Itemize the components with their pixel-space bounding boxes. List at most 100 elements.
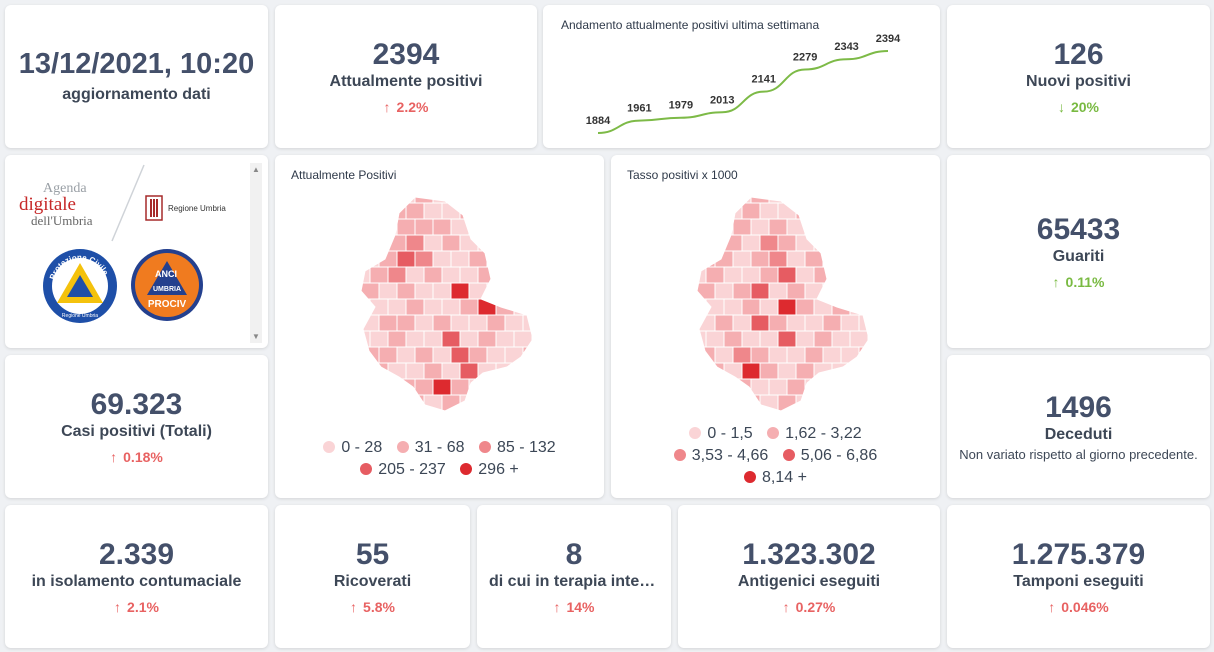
municipality-cell[interactable] (459, 266, 479, 284)
municipality-cell[interactable] (459, 298, 479, 316)
municipality-cell[interactable] (450, 314, 470, 332)
municipality-cell[interactable] (352, 298, 371, 316)
municipality-cell[interactable] (625, 379, 643, 395)
municipality-cell[interactable] (387, 362, 407, 380)
municipality-cell[interactable] (531, 202, 550, 220)
municipality-cell[interactable] (477, 202, 497, 220)
municipality-cell[interactable] (369, 298, 389, 316)
municipality-cell[interactable] (831, 330, 851, 348)
municipality-cell[interactable] (741, 394, 761, 411)
municipality-cell[interactable] (531, 266, 550, 284)
municipality-cell[interactable] (275, 203, 280, 219)
municipality-cell[interactable] (697, 282, 716, 300)
municipality-cell[interactable] (688, 234, 707, 252)
municipality-cell[interactable] (334, 299, 352, 315)
municipality-cell[interactable] (643, 251, 661, 267)
municipality-cell[interactable] (513, 234, 533, 252)
municipality-cell[interactable] (804, 378, 824, 396)
municipality-cell[interactable] (670, 267, 688, 283)
municipality-cell[interactable] (840, 282, 860, 300)
municipality-cell[interactable] (611, 283, 625, 299)
municipality-cell[interactable] (714, 250, 734, 268)
municipality-cell[interactable] (661, 251, 679, 267)
municipality-cell[interactable] (432, 346, 452, 364)
municipality-cell[interactable] (504, 314, 524, 332)
municipality-cell[interactable] (840, 314, 860, 332)
municipality-cell[interactable] (849, 234, 869, 252)
municipality-cell[interactable] (298, 363, 316, 379)
municipality-cell[interactable] (768, 346, 788, 364)
municipality-cell[interactable] (405, 330, 425, 348)
municipality-cell[interactable] (723, 394, 743, 411)
municipality-cell[interactable] (643, 379, 661, 395)
municipality-cell[interactable] (316, 299, 334, 315)
municipality-cell[interactable] (325, 411, 343, 427)
municipality-cell[interactable] (486, 187, 506, 204)
municipality-cell[interactable] (652, 299, 670, 315)
municipality-cell[interactable] (289, 411, 307, 427)
municipality-cell[interactable] (352, 394, 371, 411)
municipality-cell[interactable] (459, 362, 479, 380)
municipality-cell[interactable] (688, 298, 707, 316)
municipality-cell[interactable] (670, 331, 688, 347)
municipality-cell[interactable] (849, 298, 869, 316)
municipality-cell[interactable] (369, 362, 389, 380)
municipality-cell[interactable] (723, 362, 743, 380)
municipality-cell[interactable] (688, 362, 707, 380)
municipality-cell[interactable] (714, 346, 734, 364)
municipality-cell[interactable] (468, 410, 488, 427)
municipality-cell[interactable] (679, 187, 698, 204)
municipality-cell[interactable] (307, 219, 325, 235)
municipality-cell[interactable] (343, 346, 362, 364)
municipality-cell[interactable] (777, 362, 797, 380)
municipality-cell[interactable] (307, 411, 325, 427)
municipality-cell[interactable] (661, 315, 679, 331)
municipality-cell[interactable] (679, 346, 698, 364)
municipality-cell[interactable] (822, 282, 842, 300)
municipality-cell[interactable] (423, 234, 443, 252)
municipality-cell[interactable] (387, 394, 407, 411)
municipality-cell[interactable] (486, 346, 506, 364)
municipality-cell[interactable] (652, 267, 670, 283)
municipality-cell[interactable] (768, 282, 788, 300)
municipality-cell[interactable] (486, 410, 506, 427)
municipality-cell[interactable] (634, 267, 652, 283)
municipality-cell[interactable] (611, 251, 625, 267)
municipality-cell[interactable] (611, 331, 616, 347)
municipality-cell[interactable] (643, 347, 661, 363)
municipality-cell[interactable] (405, 362, 425, 380)
municipality-cell[interactable] (705, 298, 725, 316)
municipality-cell[interactable] (611, 379, 625, 395)
municipality-cell[interactable] (432, 250, 452, 268)
municipality-cell[interactable] (670, 203, 688, 219)
municipality-cell[interactable] (858, 250, 877, 268)
municipality-cell[interactable] (405, 202, 425, 220)
municipality-cell[interactable] (777, 234, 797, 252)
municipality-cell[interactable] (611, 219, 625, 235)
municipality-cell[interactable] (468, 187, 488, 204)
municipality-cell[interactable] (652, 331, 670, 347)
municipality-cell[interactable] (325, 219, 343, 235)
municipality-cell[interactable] (405, 234, 425, 252)
municipality-cell[interactable] (652, 235, 670, 251)
municipality-cell[interactable] (369, 394, 389, 411)
municipality-cell[interactable] (822, 218, 842, 236)
municipality-cell[interactable] (280, 235, 298, 251)
municipality-cell[interactable] (378, 218, 398, 236)
municipality-cell[interactable] (705, 202, 725, 220)
municipality-cell[interactable] (858, 378, 877, 396)
municipality-cell[interactable] (804, 346, 824, 364)
municipality-cell[interactable] (275, 347, 289, 363)
municipality-cell[interactable] (298, 235, 316, 251)
municipality-cell[interactable] (759, 362, 779, 380)
municipality-cell[interactable] (450, 187, 470, 204)
municipality-cell[interactable] (795, 202, 815, 220)
municipality-cell[interactable] (741, 330, 761, 348)
municipality-cell[interactable] (688, 202, 707, 220)
municipality-cell[interactable] (522, 314, 541, 332)
municipality-cell[interactable] (705, 330, 725, 348)
municipality-cell[interactable] (688, 394, 707, 411)
municipality-cell[interactable] (316, 395, 334, 411)
municipality-cell[interactable] (840, 187, 860, 204)
municipality-cell[interactable] (325, 379, 343, 395)
